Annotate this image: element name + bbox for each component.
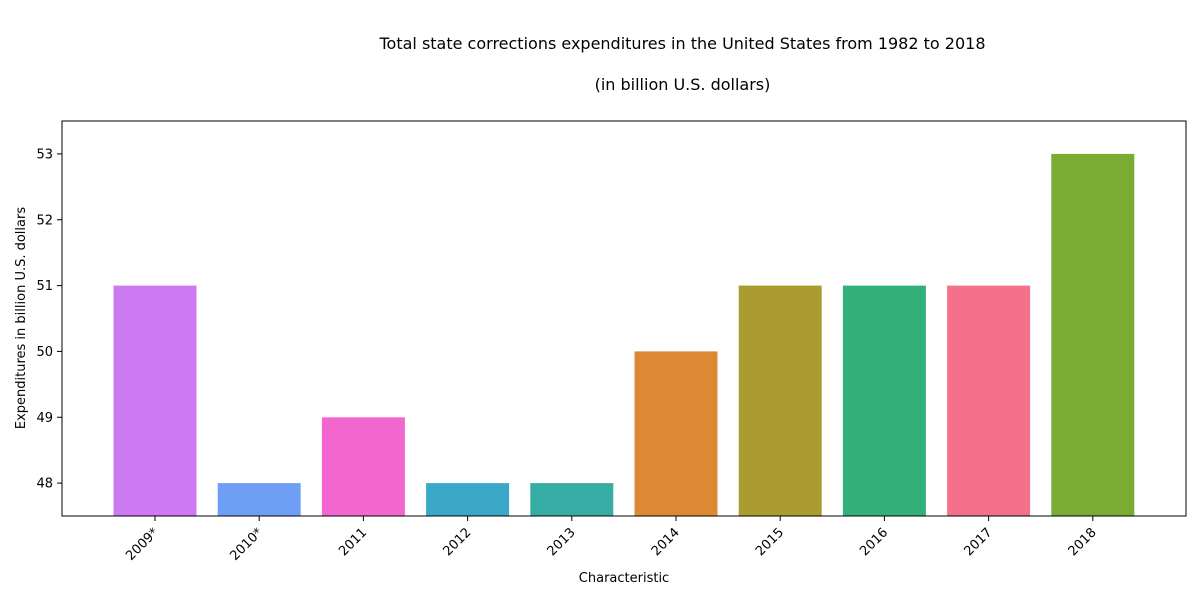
plot-frame xyxy=(61,120,1187,517)
x-tick-label: 2009* xyxy=(123,525,162,564)
x-tick-label: 2010* xyxy=(227,525,266,564)
x-tick-label: 2014 xyxy=(649,525,683,559)
bar-2013 xyxy=(530,483,614,516)
x-tick-label: 2011 xyxy=(336,525,370,559)
chart-title: Total state corrections expenditures in … xyxy=(379,34,986,53)
y-tick-label: 50 xyxy=(36,345,53,360)
y-tick-label: 52 xyxy=(36,213,53,228)
bars-group xyxy=(113,153,1135,517)
y-axis: 48 49 50 51 52 53 xyxy=(36,147,62,492)
y-tick-label: 53 xyxy=(36,147,53,162)
x-tick-label: 2018 xyxy=(1066,525,1100,559)
bar-2011 xyxy=(321,417,405,517)
bar-2016 xyxy=(842,285,926,516)
x-axis-label: Characteristic xyxy=(579,571,669,586)
x-axis: 2009* 2010* 2011 2012 2013 2014 2015 2016 2017 20… xyxy=(123,516,1100,564)
y-axis-label: Expenditures in billion U.S. dollars xyxy=(14,207,29,429)
bar-2010* xyxy=(217,483,301,516)
bar-2012 xyxy=(426,483,510,516)
bar-2018 xyxy=(1051,153,1135,516)
y-tick-label: 48 xyxy=(36,477,53,492)
x-tick-label: 2013 xyxy=(545,525,579,559)
bar-2014 xyxy=(634,351,718,516)
bar-2017 xyxy=(947,285,1031,516)
x-tick-label: 2012 xyxy=(440,525,474,559)
x-tick-label: 2017 xyxy=(961,525,995,559)
bar-2015 xyxy=(738,285,822,516)
bar-2009* xyxy=(113,285,197,516)
x-tick-label: 2016 xyxy=(857,525,891,559)
x-tick-label: 2015 xyxy=(753,525,787,559)
chart-subtitle: (in billion U.S. dollars) xyxy=(594,75,771,94)
y-tick-label: 49 xyxy=(36,411,53,426)
y-tick-label: 51 xyxy=(36,279,53,294)
